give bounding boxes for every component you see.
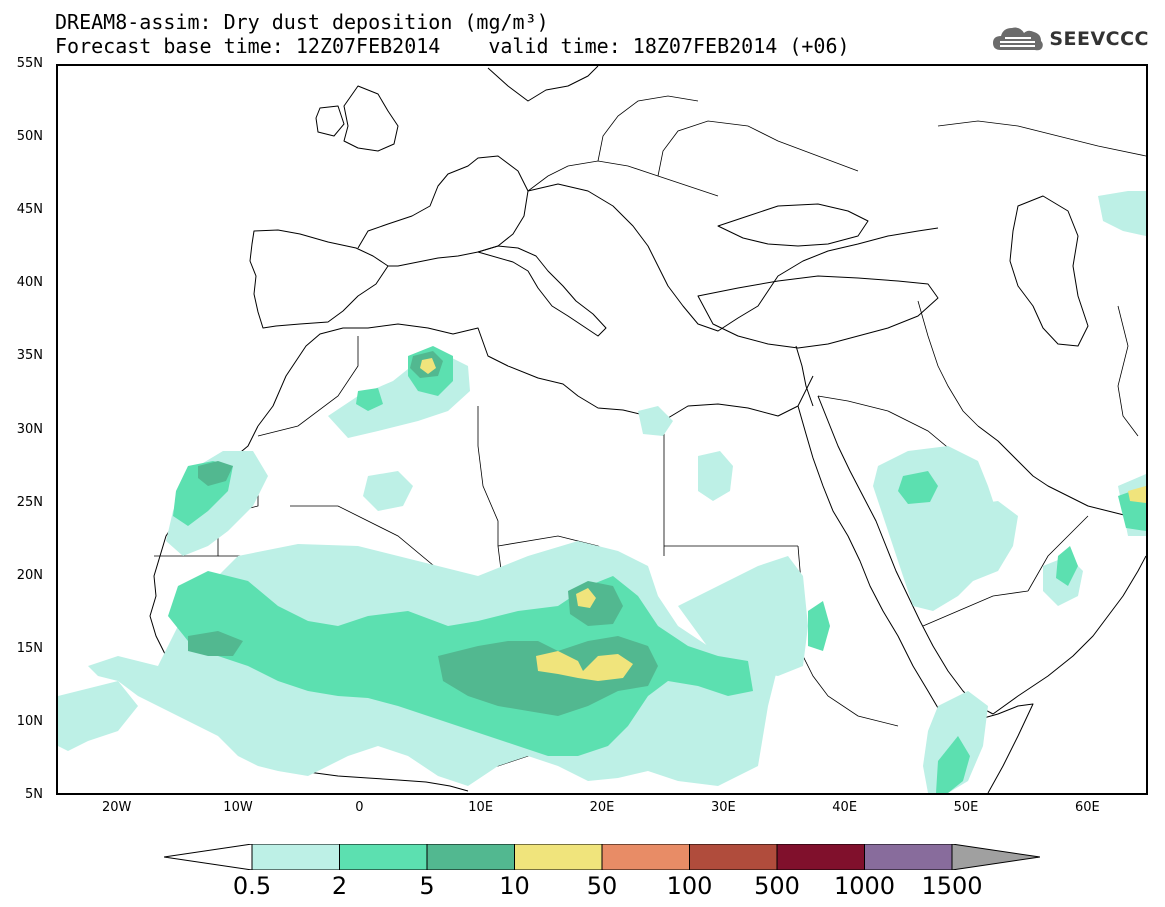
ireland bbox=[315, 105, 345, 137]
colorbar-bin bbox=[864, 844, 953, 870]
map-area bbox=[56, 64, 1148, 795]
map-canvas bbox=[58, 66, 1146, 793]
colorbar-label: 1500 bbox=[921, 872, 983, 900]
red-sea-east bbox=[817, 395, 994, 715]
colorbar-label: 0.5 bbox=[232, 872, 272, 900]
north-africa-coast bbox=[257, 323, 814, 427]
lon-label: 60E bbox=[1074, 800, 1100, 815]
colorbar-bin bbox=[514, 844, 603, 870]
lon-label: 50E bbox=[953, 800, 979, 815]
balkans bbox=[527, 183, 939, 332]
map-title: DREAM8-assim: Dry dust deposition (mg/m³… bbox=[55, 10, 549, 34]
coastlines bbox=[149, 66, 1146, 793]
lat-label: 40N bbox=[16, 275, 43, 291]
red-sea-west bbox=[797, 405, 939, 709]
border-iraq-iran bbox=[917, 300, 979, 427]
lon-label: 0 bbox=[355, 800, 364, 815]
colorbar-label: 2 bbox=[331, 872, 348, 900]
border-saudi-yemen bbox=[922, 590, 1029, 627]
colorbar-bin bbox=[426, 844, 515, 870]
italy-coast bbox=[477, 245, 607, 337]
colorbar-bin bbox=[689, 844, 778, 870]
colorbar-label: 10 bbox=[499, 872, 530, 900]
border-morocco-algeria bbox=[257, 336, 359, 437]
lat-label: 35N bbox=[16, 348, 43, 364]
border-europe-1 bbox=[527, 160, 719, 197]
seevccc-logo: SEEVCCC bbox=[991, 24, 1149, 54]
caspian-sea bbox=[1009, 195, 1089, 347]
colorbar-bin bbox=[601, 844, 690, 870]
valid-time: valid time: 18Z07FEB2014 (+06) bbox=[488, 34, 850, 58]
lon-label: 20E bbox=[589, 800, 615, 815]
lat-label: 15N bbox=[16, 640, 43, 656]
forecast-base-time: Forecast base time: 12Z07FEB2014 bbox=[55, 34, 441, 58]
colorbar-over-triangle bbox=[951, 844, 1040, 870]
lat-label: 10N bbox=[16, 713, 43, 729]
scandinavia bbox=[487, 66, 599, 102]
dust-level-10 bbox=[420, 358, 1146, 681]
colorbar-label: 500 bbox=[754, 872, 800, 900]
border-algeria-libya bbox=[477, 406, 499, 546]
lat-label: 50N bbox=[16, 129, 43, 145]
lon-label: 30E bbox=[710, 800, 736, 815]
map-subtitle: Forecast base time: 12Z07FEB2014 valid ti… bbox=[55, 36, 850, 56]
colorbar-bin bbox=[251, 844, 340, 870]
france-coast bbox=[357, 155, 529, 267]
arabian-peninsula-south bbox=[992, 555, 1146, 715]
lon-label: 20W bbox=[101, 800, 132, 815]
iberia-coast bbox=[249, 229, 389, 329]
lat-label: 45N bbox=[16, 202, 43, 218]
lon-label: 10E bbox=[468, 800, 494, 815]
lat-label: 20N bbox=[16, 567, 43, 583]
lat-label: 5N bbox=[25, 787, 43, 802]
arabian-gulf bbox=[977, 425, 1146, 517]
lon-label: 40E bbox=[832, 800, 858, 815]
britain bbox=[343, 85, 399, 152]
colorbar-label: 100 bbox=[666, 872, 713, 900]
colorbar-bin bbox=[776, 844, 865, 870]
colorbar-label: 5 bbox=[419, 872, 435, 900]
cloud-logo-icon bbox=[993, 27, 1044, 51]
lat-label: 30N bbox=[16, 421, 43, 437]
colorbar bbox=[164, 844, 1040, 870]
lon-label: 10W bbox=[223, 800, 253, 815]
lat-label: 25N bbox=[16, 494, 43, 510]
colorbar-labels: 0.5 2 5 10 50 100 500 1000 1500 bbox=[0, 872, 1165, 904]
border-europe-2 bbox=[597, 95, 699, 162]
logo-text: SEEVCCC bbox=[1049, 28, 1149, 50]
border-europe-3 bbox=[657, 120, 859, 177]
border-oman bbox=[1027, 515, 1089, 592]
anatolia bbox=[697, 275, 939, 349]
levant-coast bbox=[795, 345, 814, 407]
border-iran-afghanistan bbox=[1117, 305, 1139, 437]
colorbar-label: 1000 bbox=[833, 872, 896, 900]
colorbar-under-triangle bbox=[164, 844, 253, 870]
lat-label: 55N bbox=[16, 56, 43, 71]
colorbar-label: 50 bbox=[586, 872, 618, 900]
colorbar-bin bbox=[339, 844, 428, 870]
black-sea bbox=[717, 203, 869, 247]
border-kazakhstan bbox=[937, 120, 1146, 157]
